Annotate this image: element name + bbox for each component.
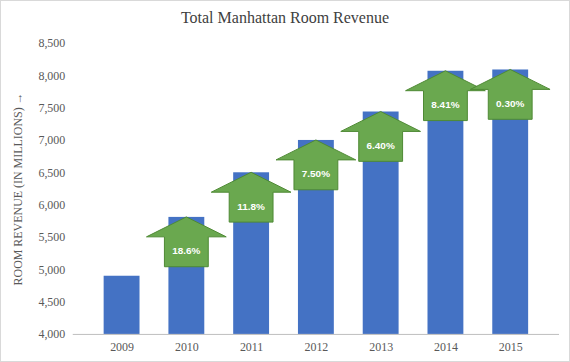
- svg-text:18.6%: 18.6%: [172, 245, 200, 256]
- svg-text:4,000: 4,000: [38, 327, 65, 341]
- svg-text:4,500: 4,500: [38, 295, 65, 309]
- svg-text:6.40%: 6.40%: [367, 140, 395, 151]
- svg-text:0.30%: 0.30%: [496, 98, 524, 109]
- svg-text:ROOM REVENUE (IN MILLIONS) →: ROOM REVENUE (IN MILLIONS) →: [11, 92, 25, 285]
- svg-text:7.50%: 7.50%: [302, 168, 330, 179]
- svg-text:7,500: 7,500: [38, 101, 65, 115]
- svg-text:6,500: 6,500: [38, 166, 65, 180]
- svg-text:8,000: 8,000: [38, 69, 65, 83]
- svg-text:2010: 2010: [175, 340, 199, 354]
- html-text:Total Manhattan Room Revenue: Total Manhattan Room Revenue: [180, 9, 390, 26]
- svg-text:2012: 2012: [304, 340, 328, 354]
- svg-text:11.8%: 11.8%: [237, 201, 265, 212]
- svg-text:5,500: 5,500: [38, 230, 65, 244]
- svg-text:7,000: 7,000: [38, 133, 65, 147]
- svg-text:5,000: 5,000: [38, 263, 65, 277]
- svg-text:8.41%: 8.41%: [431, 99, 459, 110]
- svg-text:2013: 2013: [369, 340, 393, 354]
- svg-text:2015: 2015: [499, 340, 523, 354]
- svg-text:2014: 2014: [434, 340, 458, 354]
- svg-text:2011: 2011: [240, 340, 263, 354]
- svg-text:6,000: 6,000: [38, 198, 65, 212]
- svg-text:2009: 2009: [110, 340, 134, 354]
- svg-text:8,500: 8,500: [38, 36, 65, 50]
